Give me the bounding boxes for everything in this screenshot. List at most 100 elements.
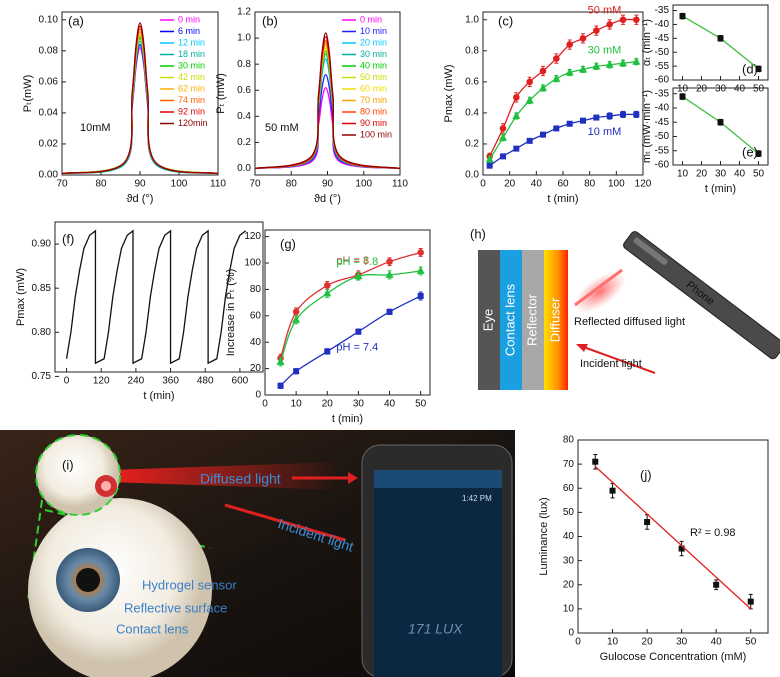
marker (525, 95, 534, 104)
annotation: 50 mM (265, 122, 299, 134)
y-axis-label: Luminance (lux) (538, 497, 550, 575)
x-tick-label: 0 (64, 376, 70, 387)
y-tick-label: 20 (563, 579, 575, 590)
marker (578, 64, 588, 73)
x-axis-label: t (min) (705, 183, 736, 195)
x-tick-label: 120 (93, 376, 110, 387)
y-axis-label: Increase in Pₜ (%) (225, 269, 237, 357)
marker (417, 249, 424, 256)
legend-label: 12 min (178, 37, 205, 47)
legend-label: 6 min (178, 26, 200, 36)
marker (513, 145, 520, 152)
y-tick-label: 0.4 (465, 108, 479, 119)
y-axis-label: Pₜ(mW) (22, 75, 34, 112)
x-tick-label: 40 (384, 399, 396, 410)
marker (566, 41, 573, 48)
y-tick-label: 0 (255, 390, 261, 401)
legend-label: 10 min (360, 26, 387, 36)
y-tick-label: 60 (250, 310, 262, 321)
plot-frame (54, 221, 264, 373)
marker (679, 13, 686, 20)
eyeball (28, 498, 212, 677)
x-tick-label: 50 (745, 637, 757, 648)
x-tick-label: 600 (232, 376, 249, 387)
panel-label: (b) (262, 13, 278, 28)
x-axis-label: ϑd (°) (314, 193, 341, 205)
x-tick-label: 40 (711, 637, 723, 648)
y-axis-label: αₜ (min⁻¹) (641, 19, 653, 66)
y-tick-label: 70 (563, 459, 575, 470)
series-label: 50 mM (588, 4, 622, 16)
y-tick-label: 1.0 (465, 14, 479, 25)
x-tick-label: 20 (322, 399, 334, 410)
plot-frame (482, 11, 644, 176)
marker (386, 308, 393, 315)
marker (619, 16, 627, 24)
glow (574, 271, 626, 313)
photo-label: Reflective surface (124, 600, 227, 615)
marker (513, 94, 520, 101)
panel-label: (c) (498, 13, 513, 28)
y-tick-label: 0.2 (237, 137, 251, 148)
diagram: (h) Eye Contact lens Reflector Diffuser … (470, 226, 780, 390)
legend-label: 62 min (178, 83, 205, 93)
marker (592, 61, 601, 70)
marker (354, 271, 363, 280)
status-bar (374, 470, 502, 488)
y-tick-label: 40 (250, 337, 262, 348)
series-line (65, 229, 247, 365)
marker (632, 57, 641, 65)
y-tick-label: 20 (250, 363, 262, 374)
x-tick-label: 90 (134, 179, 146, 190)
y-tick-label: 1.2 (237, 7, 251, 18)
series-line (254, 32, 401, 170)
marker (526, 78, 533, 86)
x-tick-label: 30 (353, 399, 365, 410)
y-axis-label: Pₜ (mW) (215, 73, 227, 114)
marker (580, 117, 586, 124)
series-line (61, 22, 219, 175)
marker (417, 293, 424, 299)
legend-label: 30 min (360, 49, 387, 59)
marker (606, 21, 613, 28)
marker (593, 114, 600, 121)
marker (293, 368, 300, 375)
y-tick-label: 0.00 (39, 170, 59, 181)
y-tick-label: 80 (563, 435, 575, 446)
marker (553, 125, 560, 132)
y-tick-label: 100 (244, 258, 261, 269)
marker (747, 598, 754, 605)
panel-label: (i) (62, 457, 74, 472)
marker (566, 120, 573, 127)
x-tick-label: 90 (322, 179, 334, 190)
screen-reading: 171 LUX (408, 621, 463, 637)
y-tick-label: 0.80 (32, 327, 52, 338)
marker (292, 315, 301, 323)
x-tick-label: 480 (197, 376, 214, 387)
x-tick-label: 10 (291, 399, 303, 410)
marker (499, 125, 507, 132)
x-tick-label: 100 (171, 179, 188, 190)
panel-label: (e) (742, 144, 758, 159)
y-tick-label: 0.04 (39, 108, 59, 119)
series-label: 10 mM (588, 126, 622, 138)
x-axis-label: t (min) (332, 413, 363, 425)
x-tick-label: 0 (480, 179, 486, 190)
legend-label: 92 min (178, 106, 205, 116)
layer-eye (478, 250, 500, 390)
marker (605, 60, 614, 68)
x-tick-label: 50 (753, 169, 765, 180)
layer-text: Reflector (524, 293, 539, 346)
annotation: R² = 0.98 (690, 527, 736, 539)
incident-ray (577, 344, 656, 374)
y-tick-label: -55 (655, 145, 670, 156)
sensor-closeup (35, 434, 121, 516)
y-tick-label: 0.75 (32, 371, 52, 382)
x-tick-label: 20 (696, 169, 708, 180)
marker (276, 357, 285, 365)
marker (416, 266, 425, 274)
y-tick-label: 0.4 (237, 111, 251, 122)
y-tick-label: 120 (244, 231, 261, 242)
marker (620, 111, 626, 118)
marker (355, 328, 362, 335)
